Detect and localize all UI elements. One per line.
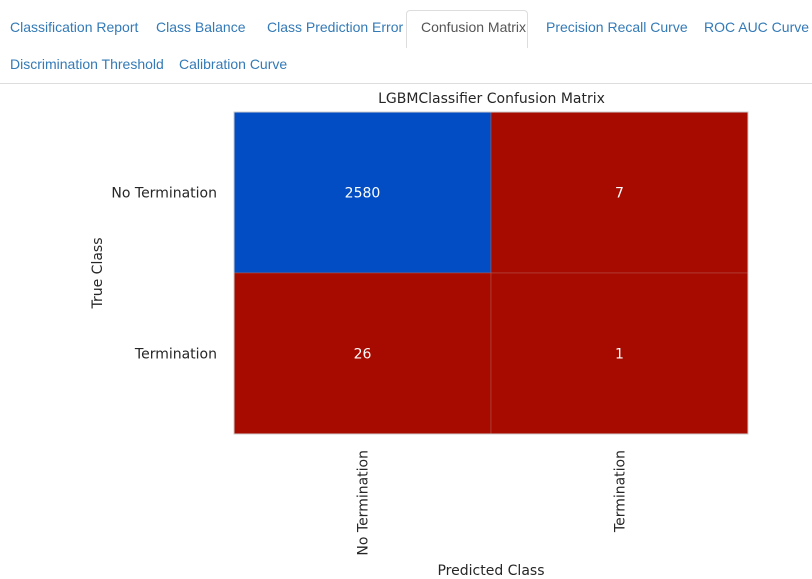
matrix-cell xyxy=(233,272,492,435)
tab-precision-recall-curve[interactable]: Precision Recall Curve xyxy=(546,19,688,35)
tab-discrimination-threshold[interactable]: Discrimination Threshold xyxy=(10,56,164,72)
matrix-frame xyxy=(233,111,749,435)
matrix-cell xyxy=(233,111,492,274)
x-axis-label: Predicted Class xyxy=(437,563,544,579)
tab-class-prediction-error[interactable]: Class Prediction Error xyxy=(267,19,404,35)
tab-calibration-curve[interactable]: Calibration Curve xyxy=(179,56,288,72)
active-tab-outline xyxy=(406,10,528,48)
tab-roc-auc-curve[interactable]: ROC AUC Curve xyxy=(704,19,810,35)
tab-classification-report[interactable]: Classification Report xyxy=(10,19,139,35)
cell-value-label: 26 xyxy=(354,347,372,363)
y-tick-label: Termination xyxy=(134,347,217,363)
confusion-matrix-chart: LGBMClassifier Confusion Matrix 2580 7 26 1… xyxy=(0,84,812,579)
matrix-cell xyxy=(490,111,749,274)
x-tick-label: Termination xyxy=(613,450,629,533)
y-axis-label: True Class xyxy=(90,237,106,309)
x-tick-label: No Termination xyxy=(356,450,372,556)
cell-value-label: 7 xyxy=(615,186,624,202)
cell-value-label: 1 xyxy=(615,347,624,363)
cell-value-label: 2580 xyxy=(345,186,381,202)
confusion-matrix-plot: 2580 7 26 1 No Termination Termination No Term… xyxy=(90,111,749,579)
y-tick-label: No Termination xyxy=(111,186,217,202)
tab-confusion-matrix[interactable]: Confusion Matrix xyxy=(421,19,527,35)
tab-class-balance[interactable]: Class Balance xyxy=(156,19,246,35)
tab-bar: Classification Report Class Balance Clas… xyxy=(0,0,812,84)
chart-title: LGBMClassifier Confusion Matrix xyxy=(378,91,605,107)
